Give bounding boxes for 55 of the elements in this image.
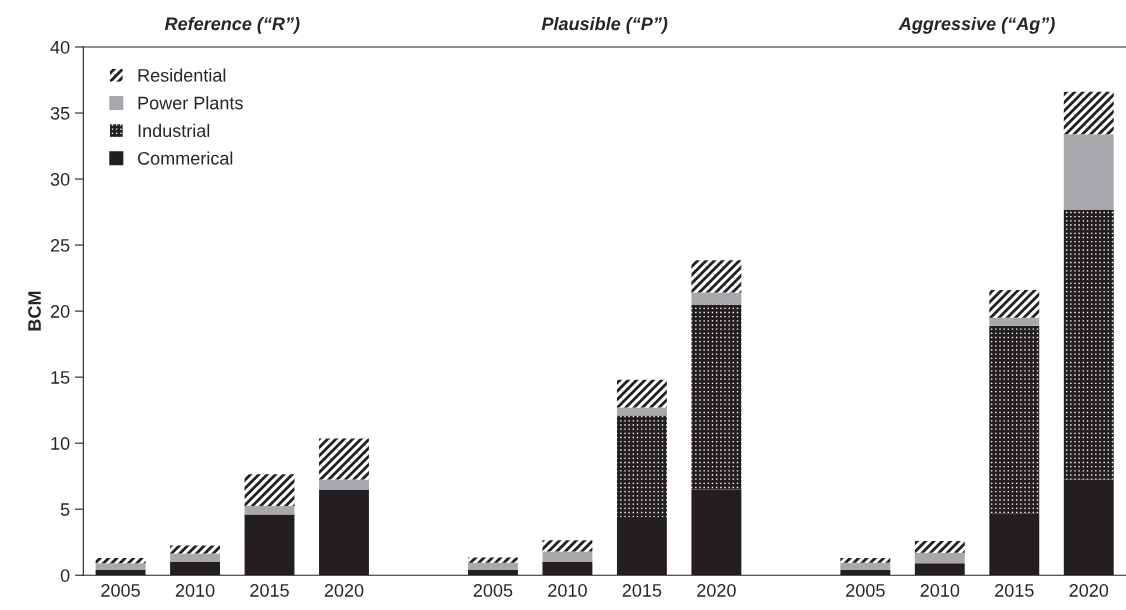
bar bbox=[1063, 210, 1114, 480]
bar bbox=[319, 479, 369, 491]
y-tick-label: 35 bbox=[50, 106, 70, 120]
bar bbox=[468, 557, 518, 563]
bar bbox=[840, 558, 891, 563]
bar bbox=[95, 558, 146, 564]
bar bbox=[1063, 134, 1114, 211]
bar bbox=[319, 438, 369, 480]
x-tick-label: 2015 bbox=[250, 584, 289, 597]
legend-label: Power Plants bbox=[138, 96, 243, 110]
x-tick-label: 2010 bbox=[175, 584, 215, 597]
y-axis-title: BCM bbox=[28, 291, 41, 331]
y-tick-label: 0 bbox=[60, 569, 70, 582]
x-tick-label: 2010 bbox=[548, 584, 587, 597]
y-tick-label: 30 bbox=[50, 172, 70, 186]
bar bbox=[691, 260, 742, 293]
bar bbox=[691, 292, 742, 305]
bar bbox=[95, 563, 146, 570]
x-tick-label: 2010 bbox=[920, 584, 960, 597]
bar bbox=[542, 551, 593, 563]
bar bbox=[616, 379, 667, 408]
y-tick-label: 40 bbox=[50, 40, 70, 54]
bar bbox=[468, 562, 518, 570]
y-tick-label: 20 bbox=[50, 305, 70, 318]
x-tick-label: 2015 bbox=[622, 584, 662, 597]
bar bbox=[170, 553, 220, 563]
text: Reference (“R”) bbox=[164, 16, 300, 34]
bar bbox=[542, 540, 593, 552]
x-tick-label: 2005 bbox=[101, 584, 140, 597]
bar bbox=[1063, 91, 1114, 135]
bar bbox=[914, 552, 965, 564]
bar bbox=[989, 317, 1040, 326]
bar bbox=[914, 540, 965, 553]
bar bbox=[691, 304, 742, 490]
y-tick-label: 10 bbox=[51, 437, 70, 450]
bar bbox=[244, 505, 295, 515]
y-tick-label: 25 bbox=[50, 239, 70, 252]
x-tick-label: 2020 bbox=[324, 584, 364, 597]
bar bbox=[989, 325, 1040, 514]
bar bbox=[616, 415, 667, 518]
text: Aggressive (“Ag”) bbox=[898, 16, 1055, 34]
x-tick-label: 2015 bbox=[995, 584, 1034, 597]
text: Plausible (“P”) bbox=[541, 16, 668, 34]
y-tick-label: 5 bbox=[60, 503, 70, 516]
legend-label: Residential bbox=[138, 68, 226, 82]
x-tick-label: 2020 bbox=[697, 584, 736, 597]
x-tick-label: 2005 bbox=[846, 584, 885, 597]
bar bbox=[244, 474, 295, 506]
y-tick-label: 15 bbox=[51, 371, 70, 384]
legend-label: Industrial bbox=[138, 123, 210, 138]
x-tick-label: 2005 bbox=[473, 584, 513, 597]
x-tick-label: 2020 bbox=[1069, 584, 1109, 597]
legend-label: Commerical bbox=[138, 151, 233, 165]
bar bbox=[840, 562, 891, 570]
bar bbox=[989, 289, 1040, 318]
